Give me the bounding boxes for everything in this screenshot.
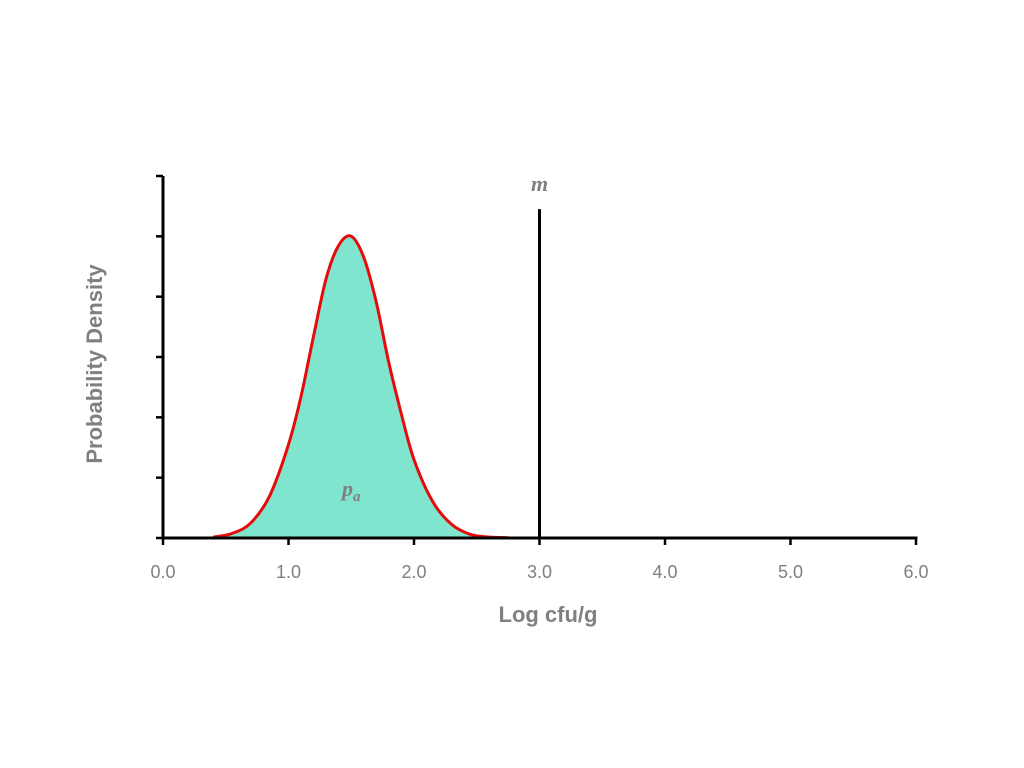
pa-subscript: a [353,489,361,505]
x-tick-label: 6.0 [903,562,928,582]
limit-m-label: m [531,171,548,196]
x-axis-title: Log cfu/g [499,602,598,627]
plot-area [161,176,918,540]
x-tick-label: 0.0 [150,562,175,582]
x-tick-label: 4.0 [652,562,677,582]
density-fill-area [213,235,509,538]
x-tick-label: 3.0 [527,562,552,582]
x-tick-label: 5.0 [778,562,803,582]
x-tick-label: 1.0 [276,562,301,582]
x-axis-ticks: 0.0 1.0 2.0 3.0 4.0 5.0 6.0 [150,538,929,582]
density-curve [212,234,509,540]
x-tick-label: 2.0 [401,562,426,582]
y-axis-title: Probability Density [82,264,107,464]
y-axis-ticks [156,174,163,540]
